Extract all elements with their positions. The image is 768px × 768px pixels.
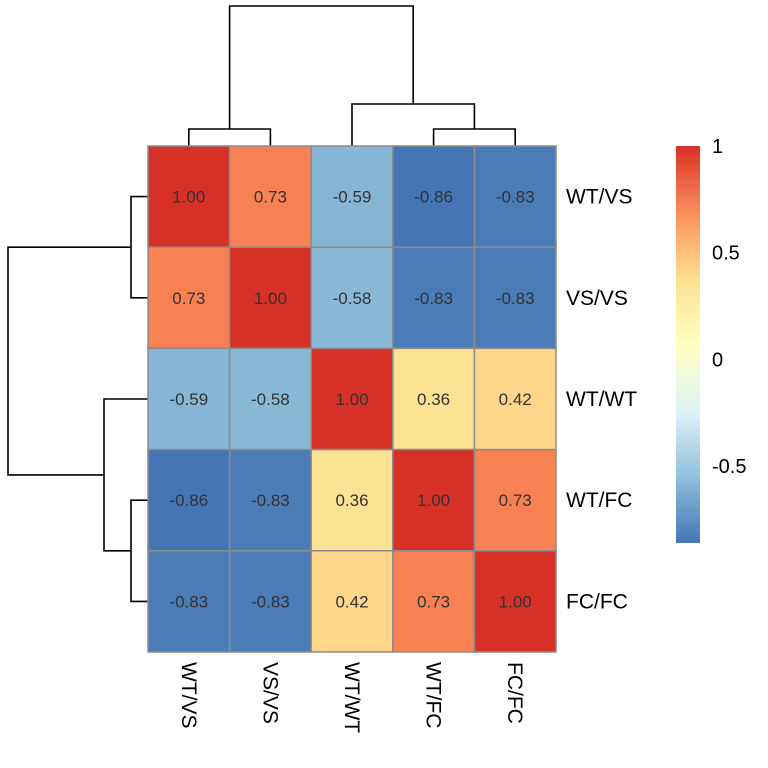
heatmap-cell [228,550,312,653]
legend-colorbar [676,146,700,543]
column-label: WT/VS [177,662,200,729]
column-label: FC/FC [503,662,526,724]
cell-value-label: 1.00 [417,491,450,510]
cell-value-label: -0.59 [169,390,208,409]
cell-value-label: 1.00 [254,289,287,308]
heatmap-cell [310,550,394,653]
cell-value-label: -0.83 [251,592,290,611]
cell-value-label: 0.73 [254,188,287,207]
cell-value-label: -0.86 [414,188,453,207]
cell-value-label: -0.59 [333,188,372,207]
dendrogram-link [188,128,272,146]
legend-tick-label: 0 [712,349,723,371]
dendrogram-link [130,499,148,603]
color-legend: 1 0.5 0 -0.5 [676,136,746,543]
heatmap-cell [228,347,312,451]
heatmap-cell [310,145,394,248]
heatmap-cell [392,347,476,451]
dendrogram-link [7,246,131,476]
dendrogram-link [130,195,148,299]
cell-value-label: 1.00 [499,592,532,611]
dendrogram-link [432,128,516,146]
cell-value-label: 0.42 [335,592,368,611]
legend-tick-label: -0.5 [712,456,746,478]
cell-value-label: -0.83 [496,289,535,308]
column-labels: WT/VS VS/VS WT/WT WT/FC FC/FC [177,662,526,733]
row-labels: WT/VS VS/VS WT/WT WT/FC FC/FC [566,186,637,614]
cell-value-label: -0.86 [169,491,208,510]
dendrogram-link [351,103,476,146]
heatmap-cell [473,246,557,350]
heatmap-cell [147,448,231,552]
row-label: WT/FC [566,489,632,512]
heatmap-cell [392,448,476,552]
heatmap-cell [473,448,557,552]
cell-value-label: 0.73 [417,592,450,611]
cell-value-label: -0.83 [169,592,208,611]
column-label: WT/WT [340,662,363,733]
heatmap-cell [228,448,312,552]
column-dendrogram [188,5,516,146]
heatmap-cell [228,145,312,248]
cell-value-label: -0.83 [414,289,453,308]
cell-value-label: 0.36 [335,491,368,510]
heatmap-cell [147,145,231,248]
column-label: WT/FC [422,662,445,728]
cell-value-label: -0.83 [496,188,535,207]
cell-value-label: -0.58 [333,289,372,308]
dendrogram-link [103,398,148,552]
cell-value-label: -0.83 [251,491,290,510]
heatmap-cell [147,246,231,350]
cell-value-label: 0.73 [172,289,205,308]
heatmap-cell [473,550,557,653]
legend-tick-label: 0.5 [712,243,740,265]
cell-value-label: 0.42 [499,390,532,409]
heatmap-cell [147,550,231,653]
legend-tick-label: 1 [712,136,723,158]
column-label: VS/VS [258,662,281,724]
row-label: FC/FC [566,590,628,613]
heatmap-cell [310,246,394,350]
cell-value-label: 1.00 [335,390,368,409]
cell-value-label: 0.73 [499,491,532,510]
row-dendrogram [7,195,148,603]
dendrogram-link [228,5,414,129]
heatmap-cells: 1.00 0.73 -0.59 -0.86 -0.83 0.73 1.00 -0.58 -0.8… [147,145,557,653]
row-label: WT/WT [566,388,637,411]
cell-value-label: -0.58 [251,390,290,409]
row-label: VS/VS [566,287,628,310]
cell-value-label: 0.36 [417,390,450,409]
cell-value-label: 1.00 [172,188,205,207]
heatmap-cell [310,448,394,552]
row-label: WT/VS [566,186,633,209]
